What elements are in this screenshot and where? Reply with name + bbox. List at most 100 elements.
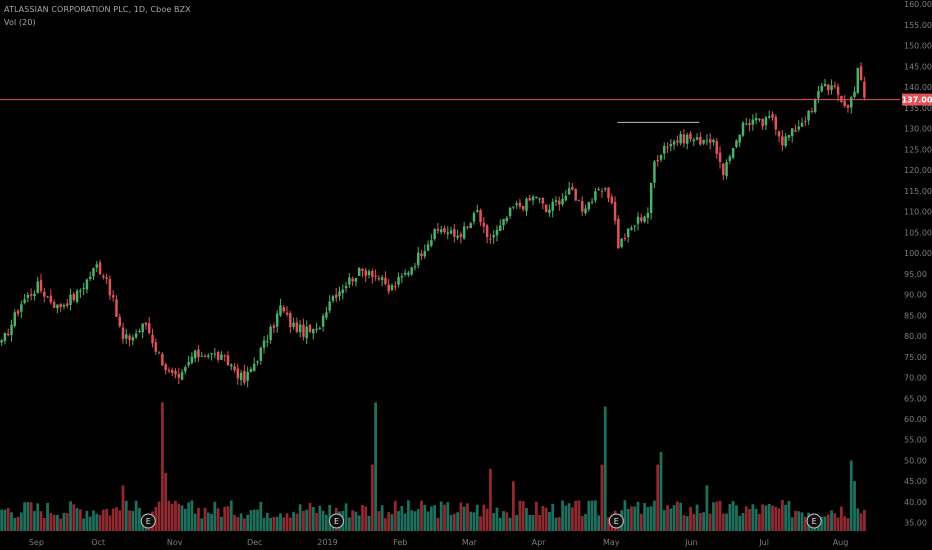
candle-body[interactable] — [328, 301, 331, 311]
candle-body[interactable] — [640, 217, 643, 222]
candle-body[interactable] — [115, 299, 118, 317]
candle-body[interactable] — [430, 240, 433, 246]
candle-body[interactable] — [52, 302, 56, 308]
candle-body[interactable] — [423, 250, 427, 257]
candle-body[interactable] — [689, 133, 692, 140]
candle-body[interactable] — [49, 295, 53, 303]
candle-body[interactable] — [154, 342, 158, 352]
candle-body[interactable] — [177, 374, 181, 378]
candle-body[interactable] — [249, 368, 253, 373]
candle-body[interactable] — [371, 270, 374, 278]
candle-body[interactable] — [777, 131, 781, 137]
candle-body[interactable] — [200, 355, 203, 357]
candle-body[interactable] — [377, 278, 381, 280]
candle-body[interactable] — [272, 325, 276, 328]
candle-body[interactable] — [584, 208, 587, 214]
candle-body[interactable] — [426, 244, 430, 251]
candle-body[interactable] — [682, 134, 686, 144]
candle-body[interactable] — [210, 353, 213, 355]
candle-body[interactable] — [266, 341, 269, 343]
candle-body[interactable] — [148, 323, 151, 334]
candle-body[interactable] — [613, 201, 617, 221]
earnings-marker[interactable] — [328, 513, 344, 529]
candle-body[interactable] — [564, 195, 568, 201]
candle-body[interactable] — [279, 305, 282, 316]
candle-body[interactable] — [82, 288, 85, 290]
candle-body[interactable] — [597, 189, 600, 191]
candle-body[interactable] — [256, 361, 259, 363]
candle-body[interactable] — [65, 303, 69, 306]
earnings-marker[interactable] — [140, 513, 156, 529]
candle-body[interactable] — [29, 294, 33, 296]
candle-body[interactable] — [558, 200, 561, 205]
candle-body[interactable] — [830, 85, 833, 91]
candle-body[interactable] — [292, 322, 295, 327]
candle-body[interactable] — [318, 327, 322, 329]
candle-body[interactable] — [738, 134, 741, 143]
candle-body[interactable] — [88, 276, 92, 279]
candle-body[interactable] — [649, 182, 653, 214]
candle-body[interactable] — [551, 201, 554, 211]
candle-body[interactable] — [187, 362, 190, 366]
candle-body[interactable] — [472, 213, 476, 222]
candle-body[interactable] — [351, 278, 354, 282]
candle-body[interactable] — [407, 272, 410, 275]
candle-body[interactable] — [836, 86, 840, 95]
candle-body[interactable] — [302, 324, 305, 337]
candle-body[interactable] — [715, 141, 718, 154]
candle-body[interactable] — [718, 152, 722, 162]
candle-body[interactable] — [46, 296, 49, 298]
candle-body[interactable] — [184, 367, 187, 372]
candle-body[interactable] — [610, 196, 614, 204]
candle-body[interactable] — [315, 328, 318, 330]
candle-body[interactable] — [492, 234, 495, 238]
candle-body[interactable] — [813, 99, 817, 113]
candle-body[interactable] — [69, 294, 72, 305]
candle-body[interactable] — [535, 196, 538, 198]
candle-body[interactable] — [469, 223, 472, 229]
candle-body[interactable] — [121, 327, 125, 340]
candle-body[interactable] — [416, 252, 420, 266]
candle-body[interactable] — [466, 226, 469, 228]
candle-body[interactable] — [23, 299, 26, 303]
candle-body[interactable] — [800, 122, 804, 127]
candle-body[interactable] — [138, 330, 141, 332]
candle-body[interactable] — [705, 140, 709, 142]
candle-body[interactable] — [590, 201, 594, 203]
candle-body[interactable] — [498, 225, 502, 232]
candle-body[interactable] — [59, 304, 62, 308]
candle-body[interactable] — [203, 355, 207, 357]
candle-body[interactable] — [134, 333, 138, 338]
candle-body[interactable] — [75, 290, 79, 302]
candle-body[interactable] — [380, 277, 384, 281]
candle-body[interactable] — [3, 332, 7, 341]
candle-body[interactable] — [774, 116, 778, 130]
candle-body[interactable] — [859, 66, 863, 80]
candle-body[interactable] — [262, 340, 266, 348]
candle-body[interactable] — [771, 114, 774, 118]
candle-body[interactable] — [482, 222, 486, 227]
candle-body[interactable] — [600, 190, 604, 192]
candle-body[interactable] — [436, 228, 440, 231]
candle-body[interactable] — [620, 238, 623, 248]
candle-body[interactable] — [111, 295, 115, 298]
candle-body[interactable] — [108, 279, 112, 296]
candle-body[interactable] — [840, 96, 843, 102]
candle-body[interactable] — [105, 277, 108, 280]
candle-body[interactable] — [6, 333, 10, 336]
candle-body[interactable] — [626, 228, 630, 238]
candle-body[interactable] — [853, 91, 856, 97]
candle-body[interactable] — [220, 354, 223, 360]
candle-body[interactable] — [410, 267, 413, 275]
candle-body[interactable] — [502, 219, 505, 226]
candle-body[interactable] — [787, 135, 791, 138]
candle-body[interactable] — [384, 277, 387, 285]
candle-body[interactable] — [269, 326, 272, 341]
candle-body[interactable] — [325, 312, 328, 318]
candle-body[interactable] — [758, 118, 761, 120]
candle-body[interactable] — [748, 122, 751, 126]
candle-body[interactable] — [479, 209, 482, 223]
candle-body[interactable] — [456, 235, 459, 238]
candle-body[interactable] — [167, 370, 171, 372]
candle-body[interactable] — [603, 188, 607, 190]
